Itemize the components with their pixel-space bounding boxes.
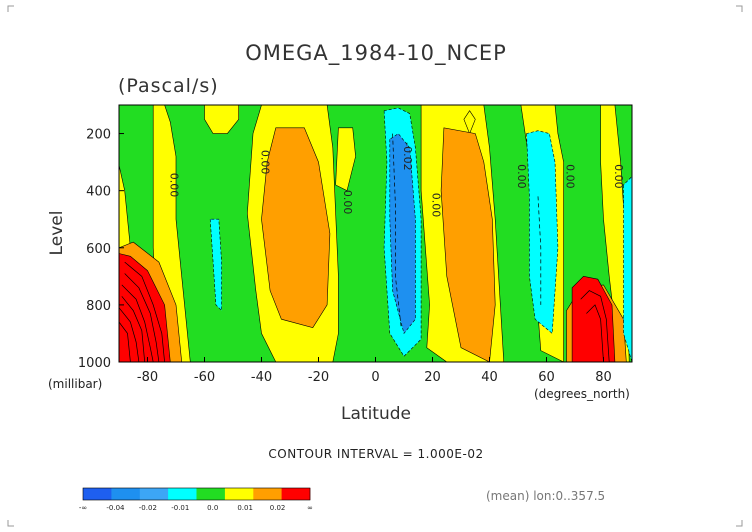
colorbar-swatch bbox=[196, 488, 226, 500]
contour-region bbox=[463, 110, 476, 135]
contour-region bbox=[204, 105, 239, 134]
colorbar-swatch bbox=[224, 488, 254, 500]
contour-line bbox=[124, 261, 165, 362]
contour-region bbox=[623, 175, 632, 362]
contour-line bbox=[119, 307, 140, 362]
contour-line bbox=[121, 296, 146, 362]
contour-line bbox=[124, 273, 160, 362]
x-tick-label: 80 bbox=[595, 370, 612, 385]
y-unit-label: (millibar) bbox=[48, 377, 102, 391]
x-axis-ticks: -80 -60 -40 -20 0 20 40 60 80 bbox=[137, 357, 612, 385]
colorbar-swatch bbox=[111, 488, 141, 500]
contour-region bbox=[119, 105, 632, 362]
contour-region bbox=[440, 127, 496, 362]
colorbar-swatch bbox=[83, 488, 112, 500]
chart-title: OMEGA_1984-10_NCEP bbox=[245, 41, 507, 66]
contour-line bbox=[537, 196, 542, 305]
contour-label: 0.00 bbox=[259, 150, 272, 175]
mean-footnote: (mean) lon:0..357.5 bbox=[486, 489, 605, 503]
contour-region bbox=[526, 130, 559, 335]
x-tick-label: 0 bbox=[371, 370, 379, 385]
x-tick-label: -60 bbox=[194, 370, 215, 385]
colorbar-label: 0.0 bbox=[207, 504, 218, 512]
colorbar-swatch bbox=[253, 488, 282, 500]
x-tick-label: -40 bbox=[251, 370, 272, 385]
contour-region bbox=[600, 105, 630, 362]
contour-region bbox=[335, 127, 356, 192]
contour-line bbox=[121, 284, 154, 362]
contour-label: 0.00 bbox=[515, 164, 528, 189]
y-tick-label: 400 bbox=[86, 185, 111, 200]
x-unit-label: (degrees_north) bbox=[534, 387, 630, 401]
x-tick-label: 60 bbox=[538, 370, 555, 385]
colorbar-frame bbox=[82, 487, 311, 501]
contour-label: 0.00 bbox=[167, 173, 180, 198]
contour-label: 0.00 bbox=[430, 193, 443, 218]
contour-label: 0.00 bbox=[341, 190, 354, 215]
colorbar-label: -0.04 bbox=[106, 504, 125, 512]
y-axis-label: Level bbox=[47, 211, 67, 256]
colorbar-swatch bbox=[281, 488, 311, 500]
y-tick-label: 800 bbox=[86, 299, 111, 314]
y-axis-ticks: 200 400 600 800 1000 bbox=[78, 128, 124, 371]
chart-units: (Pascal/s) bbox=[118, 75, 219, 97]
x-tick-label: -20 bbox=[308, 370, 329, 385]
x-tick-label: 40 bbox=[481, 370, 498, 385]
colorbar-label: 0.01 bbox=[237, 504, 253, 512]
contour-labels: 0.00 0.00 0.00 -0.02 0.00 0.00 0.00 0.00 bbox=[167, 142, 625, 217]
contour-label: 0.00 bbox=[612, 164, 625, 189]
plot-area bbox=[119, 105, 632, 362]
colorbar-label: -∞ bbox=[79, 504, 87, 512]
x-tick-label: -80 bbox=[137, 370, 158, 385]
colorbar-label: 0.02 bbox=[270, 504, 286, 512]
colorbar-swatch bbox=[168, 488, 197, 500]
contour-line bbox=[119, 321, 131, 362]
contour-line bbox=[586, 304, 604, 362]
contour-line bbox=[392, 133, 402, 328]
contour-interval: CONTOUR INTERVAL = 1.000E-02 bbox=[268, 447, 483, 461]
contour-region bbox=[571, 275, 616, 362]
corner-marks bbox=[7, 5, 743, 527]
x-axis-label: Latitude bbox=[341, 404, 411, 424]
y-tick-label: 200 bbox=[86, 128, 111, 143]
colorbar: -∞ -0.04 -0.02 -0.01 0.0 0.01 0.02 ∞ bbox=[79, 487, 313, 512]
contour-region bbox=[261, 127, 331, 329]
contour-region bbox=[209, 218, 222, 312]
x-tick-label: 20 bbox=[424, 370, 441, 385]
y-tick-label: 600 bbox=[86, 242, 111, 257]
contour-line bbox=[580, 290, 610, 362]
colorbar-swatch bbox=[139, 488, 169, 500]
colorbar-label: -0.02 bbox=[139, 504, 157, 512]
colorbar-label: ∞ bbox=[307, 504, 313, 512]
y-tick-label: 1000 bbox=[78, 356, 111, 371]
colorbar-label: -0.01 bbox=[171, 504, 189, 512]
contour-label: -0.02 bbox=[401, 142, 414, 170]
contour-label: 0.00 bbox=[563, 164, 576, 189]
